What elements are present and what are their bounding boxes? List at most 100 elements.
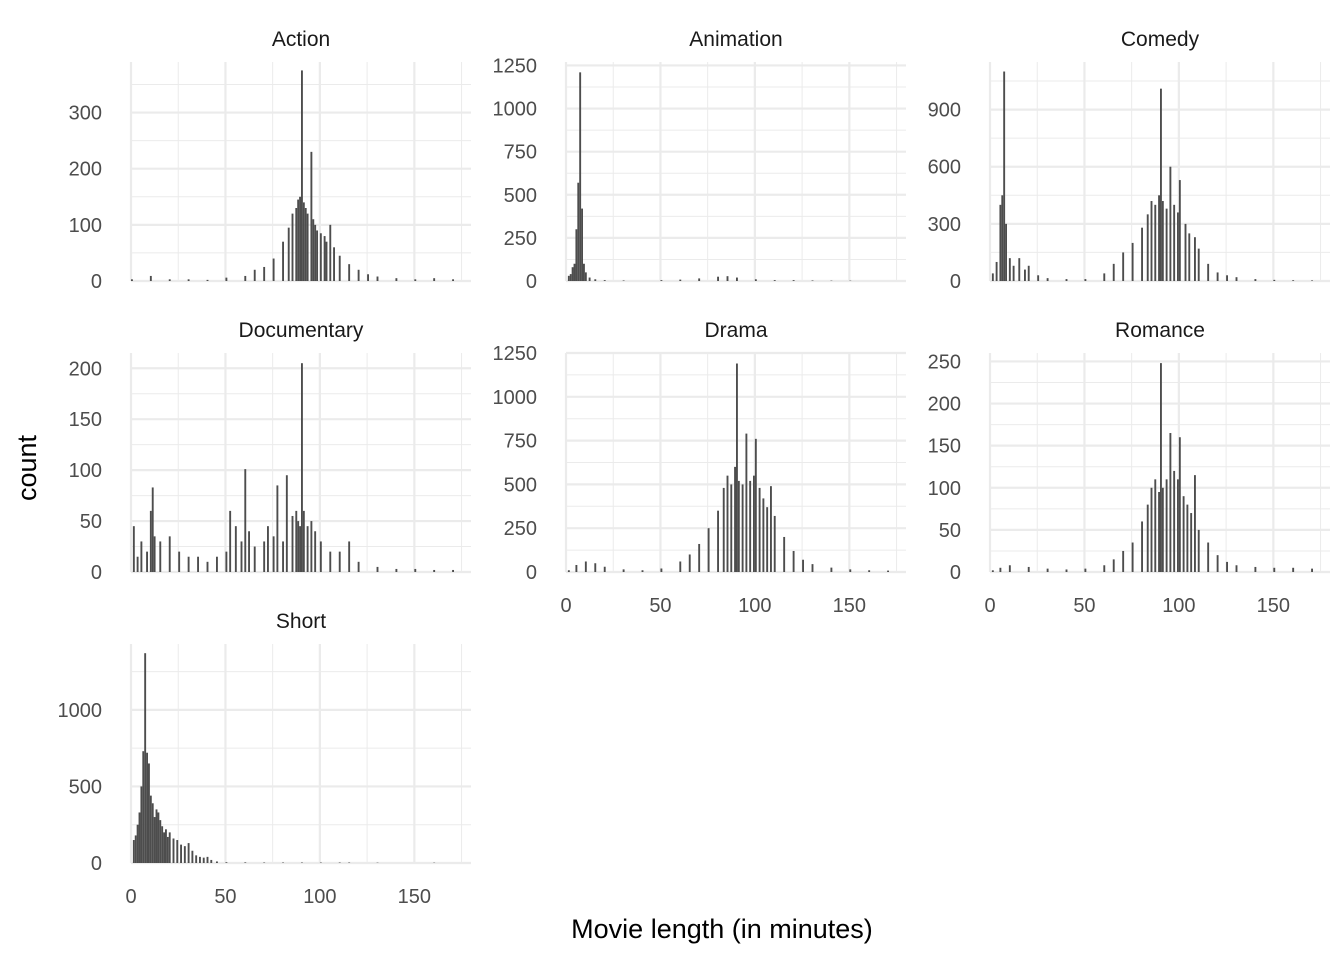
histogram-bar	[153, 536, 156, 572]
x-tick-label: 100	[303, 886, 336, 908]
histogram-bar	[745, 433, 748, 572]
histogram-bar	[433, 278, 436, 281]
histogram-bar	[306, 526, 309, 572]
histogram-bar	[1178, 180, 1181, 281]
histogram-bar	[180, 844, 182, 863]
histogram-bar	[159, 541, 162, 572]
histogram-bar	[1005, 223, 1007, 281]
histogram-bar	[1161, 201, 1164, 281]
histogram-bar	[1173, 470, 1176, 572]
histogram-bar	[299, 526, 301, 572]
histogram-bar	[314, 531, 317, 572]
histogram-bar	[132, 526, 135, 572]
histogram-bar	[567, 570, 570, 572]
y-tick-label: 900	[928, 100, 961, 122]
y-tick-label: 0	[526, 271, 537, 293]
histogram-bar	[688, 554, 691, 572]
histogram-bar	[995, 261, 998, 281]
histogram-bar	[811, 280, 814, 281]
histogram-bar	[159, 820, 162, 863]
histogram-bar	[584, 272, 587, 281]
histogram-bar	[316, 230, 318, 281]
histogram-bar	[736, 277, 738, 281]
x-tick-label: 150	[1257, 595, 1290, 617]
histogram-bar	[736, 363, 738, 572]
histogram-bar	[157, 812, 160, 863]
y-tick-label: 0	[91, 271, 102, 293]
histogram-bar	[244, 469, 247, 572]
y-tick-label: 250	[504, 228, 537, 250]
histogram-bar	[376, 276, 379, 281]
histogram-bar	[603, 280, 606, 281]
histogram-bar	[1184, 223, 1187, 281]
y-tick-label: 100	[69, 460, 102, 482]
histogram-bar	[726, 276, 729, 281]
histogram-bar	[138, 812, 141, 863]
histogram-bar	[295, 510, 298, 572]
y-tick-label: 100	[928, 478, 961, 500]
y-tick-label: 300	[928, 214, 961, 236]
histogram-bar	[153, 817, 156, 863]
facet-panels: Action0100200300Animation025050075010001…	[58, 28, 1330, 908]
histogram-bar	[348, 264, 351, 281]
histogram-bar	[1194, 237, 1196, 281]
histogram-bar	[142, 751, 145, 863]
histogram-bar	[1207, 542, 1210, 572]
histogram-bar	[1235, 565, 1238, 572]
histogram-bar	[1065, 569, 1068, 572]
histogram-bar	[1103, 273, 1106, 281]
histogram-bar	[263, 541, 266, 572]
histogram-bar	[579, 72, 582, 281]
y-tick-label: 200	[928, 394, 961, 416]
x-tick-label: 100	[738, 595, 771, 617]
histogram-bar	[282, 541, 284, 572]
histogram-bar	[140, 786, 143, 863]
histogram-bar	[1207, 263, 1210, 281]
histogram-bar	[148, 763, 150, 863]
histogram-bar	[225, 551, 228, 572]
facet-title: Documentary	[239, 319, 364, 342]
histogram-bar	[1161, 487, 1164, 572]
histogram-bar	[202, 857, 205, 863]
histogram-bar	[263, 266, 266, 281]
histogram-bar	[1001, 195, 1004, 281]
histogram-bar	[291, 213, 294, 281]
histogram-bar	[753, 475, 755, 572]
histogram-bar	[707, 528, 710, 572]
histogram-bar	[741, 484, 744, 572]
x-tick-label: 100	[1162, 595, 1195, 617]
y-tick-label: 1250	[493, 343, 538, 365]
histogram-bar	[1012, 265, 1015, 281]
histogram-bar	[168, 832, 171, 863]
histogram-bar	[146, 551, 148, 572]
histogram-bar	[187, 843, 190, 863]
facet-panel-comedy: Comedy 0 300 600 900	[928, 28, 1330, 293]
histogram-bar	[287, 227, 290, 281]
histogram-bar	[234, 526, 237, 572]
histogram-bar	[206, 856, 209, 863]
histogram-bar	[1158, 195, 1160, 281]
histogram-bar	[698, 278, 701, 281]
histogram-bar	[1046, 278, 1049, 281]
histogram-bar	[136, 824, 139, 863]
histogram-bar	[225, 862, 228, 863]
facet-panel-documentary: Documentary 0 50 100 150 200	[69, 319, 471, 584]
histogram-bar	[577, 182, 580, 281]
histogram-bar	[149, 510, 152, 572]
histogram-bar	[166, 836, 169, 863]
histogram-bar	[1173, 204, 1176, 281]
histogram-bar	[594, 279, 597, 281]
histogram-bar	[134, 835, 137, 863]
histogram-bar	[999, 204, 1002, 281]
histogram-bar	[149, 795, 152, 863]
histogram-bar	[291, 515, 294, 572]
histogram-bar	[161, 826, 164, 863]
histogram-bar	[622, 569, 625, 572]
histogram-bar	[1112, 559, 1115, 572]
histogram-bar	[131, 279, 133, 281]
histogram-bar	[1008, 565, 1011, 572]
histogram-bar	[357, 269, 360, 281]
histogram-bar	[1197, 248, 1200, 281]
histogram-bar	[737, 480, 740, 572]
